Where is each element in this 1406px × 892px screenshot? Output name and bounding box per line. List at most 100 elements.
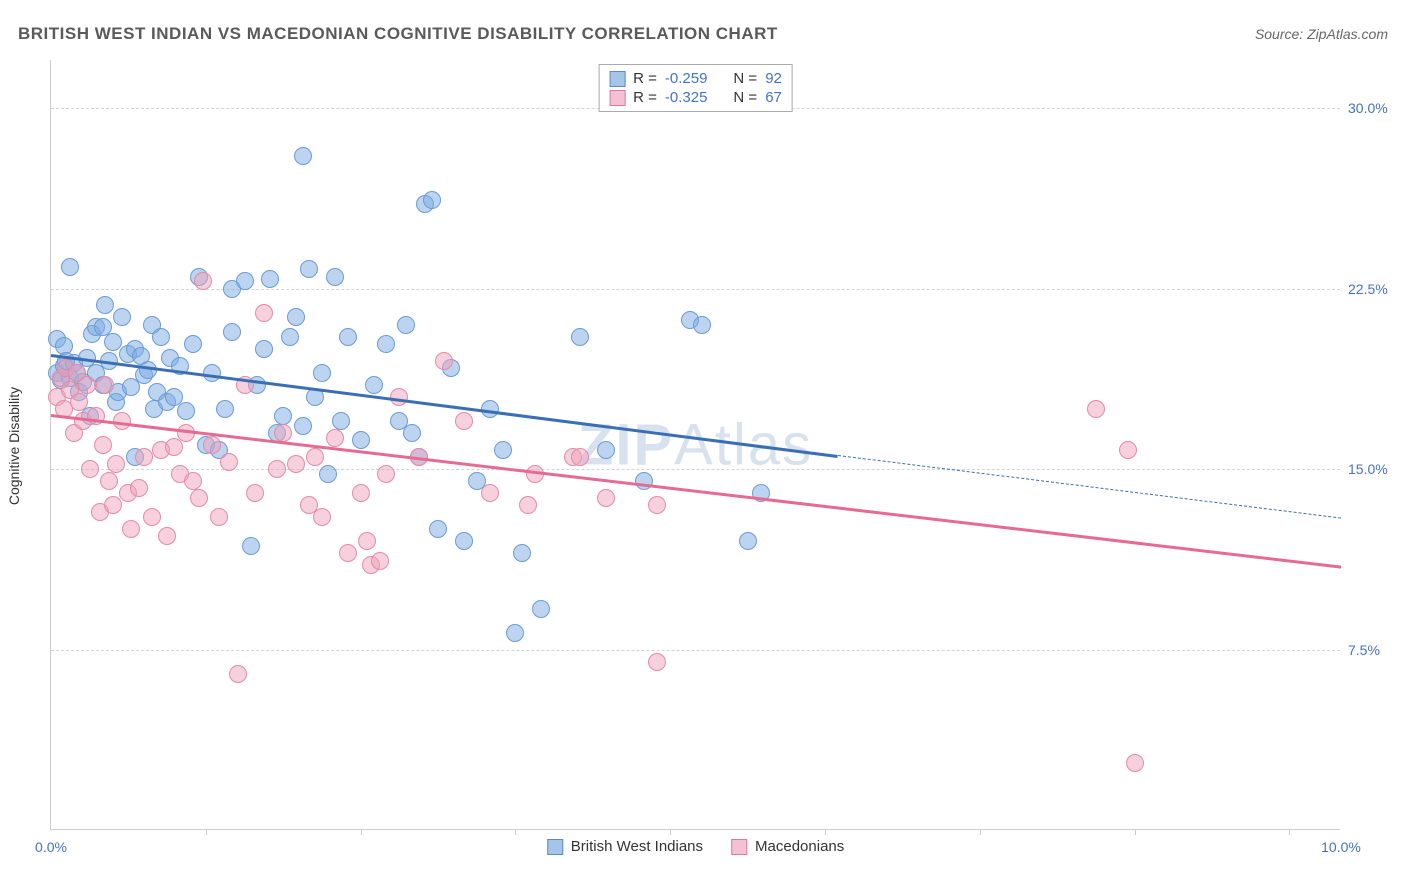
data-point [165,438,183,456]
data-point [96,376,114,394]
n-label: N = [733,89,757,106]
data-point [184,335,202,353]
data-point [113,308,131,326]
x-tick [1135,829,1136,835]
data-point [122,520,140,538]
data-point [332,412,350,430]
data-point [107,455,125,473]
data-point [229,665,247,683]
data-point [648,496,666,514]
n-value: 92 [765,70,782,87]
data-point [435,352,453,370]
legend-item: British West Indians [547,838,703,855]
data-point [306,448,324,466]
data-point [358,532,376,550]
x-tick [825,829,826,835]
data-point [313,508,331,526]
data-point [294,417,312,435]
x-tick [515,829,516,835]
x-tick [980,829,981,835]
data-point [397,316,415,334]
data-point [194,272,212,290]
x-tick [670,829,671,835]
x-tick-label: 0.0% [35,839,67,855]
x-tick [361,829,362,835]
data-point [339,544,357,562]
y-tick-label: 7.5% [1348,642,1398,658]
y-axis-label: Cognitive Disability [6,387,22,505]
data-point [190,489,208,507]
data-point [377,335,395,353]
data-point [281,328,299,346]
data-point [352,431,370,449]
data-point [236,272,254,290]
data-point [365,376,383,394]
data-point [390,388,408,406]
data-point [352,484,370,502]
data-point [739,532,757,550]
data-point [158,527,176,545]
data-point [513,544,531,562]
data-point [429,520,447,538]
n-label: N = [733,70,757,87]
data-point [693,316,711,334]
data-point [274,424,292,442]
data-point [261,270,279,288]
gridline [51,650,1340,651]
data-point [70,393,88,411]
data-point [287,455,305,473]
data-point [300,260,318,278]
r-value: -0.259 [665,70,708,87]
data-point [255,304,273,322]
data-point [326,429,344,447]
data-point [377,465,395,483]
data-point [1087,400,1105,418]
x-tick [206,829,207,835]
data-point [274,407,292,425]
data-point [313,364,331,382]
trend-extension [838,455,1341,519]
data-point [203,364,221,382]
data-point [455,532,473,550]
data-point [326,268,344,286]
data-point [242,537,260,555]
data-point [223,323,241,341]
stats-legend: R = -0.259 N = 92R =-0.325N =67 [598,64,793,112]
data-point [319,465,337,483]
data-point [81,460,99,478]
data-point [339,328,357,346]
x-tick-label: 10.0% [1321,839,1361,855]
data-point [371,552,389,570]
data-point [519,496,537,514]
data-point [268,460,286,478]
data-point [506,624,524,642]
data-point [597,441,615,459]
legend-label: Macedonians [755,838,844,855]
legend-label: British West Indians [571,838,703,855]
data-point [177,402,195,420]
data-point [1126,754,1144,772]
data-point [184,472,202,490]
data-point [635,472,653,490]
data-point [494,441,512,459]
data-point [94,436,112,454]
chart-header: BRITISH WEST INDIAN VS MACEDONIAN COGNIT… [18,24,1388,44]
data-point [294,147,312,165]
data-point [403,424,421,442]
y-tick-label: 15.0% [1348,461,1398,477]
data-point [1119,441,1137,459]
data-point [61,258,79,276]
data-point [210,508,228,526]
data-point [130,479,148,497]
stats-row: R =-0.325N =67 [609,88,782,107]
legend-swatch [547,839,563,855]
data-point [287,308,305,326]
data-point [220,453,238,471]
r-label: R = [633,89,657,106]
data-point [481,484,499,502]
data-point [96,296,114,314]
data-point [246,484,264,502]
y-tick-label: 30.0% [1348,100,1398,116]
data-point [100,472,118,490]
series-swatch [609,90,625,106]
